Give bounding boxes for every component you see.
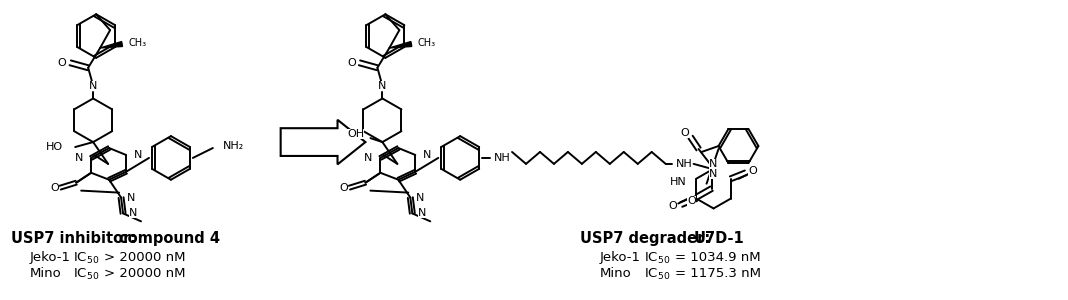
- Text: O: O: [680, 128, 689, 138]
- Text: N: N: [127, 193, 136, 202]
- Text: O: O: [340, 183, 348, 193]
- Text: = 1034.9 nM: = 1034.9 nM: [675, 251, 760, 264]
- Text: U7D-1: U7D-1: [693, 231, 744, 246]
- Text: > 20000 nM: > 20000 nM: [104, 267, 186, 280]
- Text: CH₃: CH₃: [418, 38, 436, 48]
- Text: N: N: [364, 153, 373, 163]
- Text: IC$_{50}$: IC$_{50}$: [644, 267, 670, 282]
- Text: IC$_{50}$: IC$_{50}$: [644, 251, 670, 266]
- Text: Jeko-1: Jeko-1: [600, 251, 641, 264]
- Polygon shape: [390, 42, 412, 48]
- Text: IC$_{50}$: IC$_{50}$: [74, 267, 99, 282]
- Text: N: N: [423, 150, 431, 160]
- Text: HN: HN: [670, 177, 687, 187]
- Text: CH₃: CH₃: [128, 38, 146, 48]
- Text: N: N: [417, 193, 425, 202]
- Text: N: N: [89, 81, 97, 91]
- Text: compound 4: compound 4: [119, 231, 220, 246]
- Text: Mino: Mino: [29, 267, 61, 280]
- Text: N: N: [129, 208, 138, 218]
- Text: NH: NH: [676, 159, 692, 169]
- Text: N: N: [75, 153, 83, 163]
- Text: O: O: [668, 202, 677, 212]
- Text: Jeko-1: Jeko-1: [29, 251, 70, 264]
- Polygon shape: [281, 120, 365, 164]
- Polygon shape: [100, 42, 123, 48]
- Text: O: O: [347, 58, 356, 68]
- Text: NH₂: NH₂: [223, 141, 245, 151]
- Text: N: N: [135, 150, 142, 160]
- Text: Mino: Mino: [600, 267, 631, 280]
- Text: USP7 degrader:: USP7 degrader:: [580, 231, 721, 246]
- Text: USP7 inhibitor:: USP7 inhibitor:: [12, 231, 147, 246]
- Text: O: O: [749, 166, 757, 176]
- Text: N: N: [709, 169, 718, 179]
- Text: NH: NH: [494, 153, 511, 163]
- Text: O: O: [687, 196, 696, 206]
- Text: O: O: [58, 58, 66, 68]
- Text: > 20000 nM: > 20000 nM: [104, 251, 186, 264]
- Text: O: O: [50, 183, 59, 193]
- Text: OH: OH: [347, 129, 364, 139]
- Text: = 1175.3 nM: = 1175.3 nM: [675, 267, 760, 280]
- Text: N: N: [419, 208, 427, 218]
- Text: N: N: [378, 81, 387, 91]
- Text: N: N: [709, 159, 718, 169]
- Text: IC$_{50}$: IC$_{50}$: [74, 251, 99, 266]
- Text: HO: HO: [46, 142, 63, 152]
